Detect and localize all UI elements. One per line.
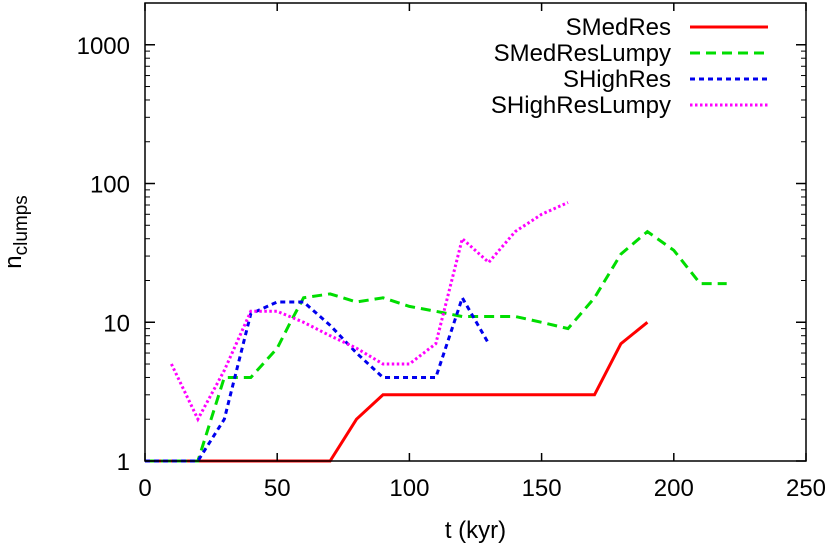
x-tick-label: 50 bbox=[264, 475, 291, 502]
x-tick-label: 200 bbox=[654, 475, 694, 502]
legend-label: SHighResLumpy bbox=[491, 92, 671, 119]
series-line-shighres bbox=[145, 294, 491, 463]
y-tick-label: 100 bbox=[90, 172, 130, 199]
series-line-shighreslumpy bbox=[170, 201, 569, 423]
y-axis-label-main: n bbox=[0, 255, 27, 268]
y-tick-label: 10 bbox=[103, 310, 130, 337]
series-layer bbox=[145, 201, 727, 463]
series-line-smedres bbox=[145, 321, 649, 463]
x-tick-label: 100 bbox=[389, 475, 429, 502]
x-axis-label: t (kyr) bbox=[445, 517, 506, 544]
plot-frame bbox=[144, 2, 807, 462]
y-axis-label-subscript: clumps bbox=[11, 195, 32, 255]
axis-ticks: 0 50 100 150 200 250 1 10 100 1000 bbox=[77, 2, 826, 502]
x-tick-label: 250 bbox=[786, 475, 826, 502]
x-tick-label: 150 bbox=[522, 475, 562, 502]
y-tick-label: 1000 bbox=[77, 33, 130, 60]
legend-label: SHighRes bbox=[563, 66, 671, 93]
legend-label: SMedRes bbox=[566, 14, 671, 41]
legend-label: SMedResLumpy bbox=[494, 40, 671, 67]
x-tick-label: 0 bbox=[138, 475, 151, 502]
y-axis-label: nclumps bbox=[0, 195, 32, 269]
y-tick-label: 1 bbox=[117, 449, 130, 476]
series-line-smedreslumpy bbox=[145, 229, 727, 463]
